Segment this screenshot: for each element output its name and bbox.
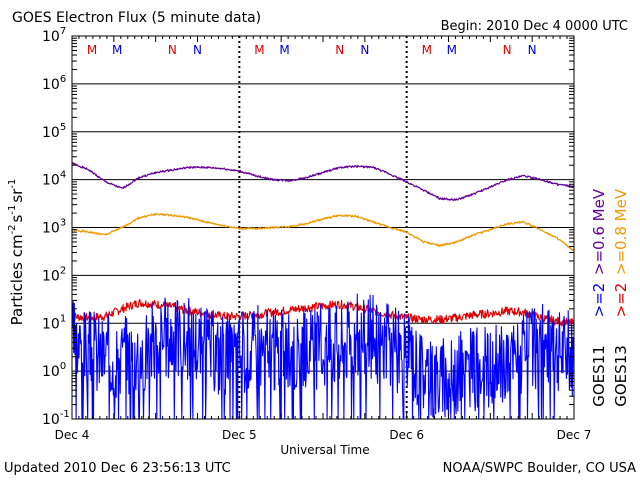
x-tick-labels: Dec 4 Dec 5 Dec 6 Dec 7: [55, 428, 592, 442]
y-tick-exponent: 3: [60, 218, 66, 229]
y-tick-base: 10: [42, 125, 60, 141]
y-tick-label: 106: [42, 74, 66, 93]
y-tick-label: 103: [42, 218, 66, 237]
y-axis-title-part: s: [8, 214, 26, 222]
mn-marker: M: [447, 43, 457, 57]
y-axis-title-part: -1: [7, 179, 18, 189]
x-tick-label: Dec 6: [389, 428, 424, 442]
y-axis-title-part: -1: [7, 205, 18, 215]
mn-marker: N: [528, 43, 537, 57]
mn-marker: N: [503, 43, 512, 57]
x-axis-title: Universal Time: [280, 443, 369, 457]
y-tick-exponent: 7: [60, 26, 66, 37]
mn-marker: N: [360, 43, 369, 57]
y-tick-label: 105: [42, 122, 66, 141]
y-tick-base: 10: [42, 173, 60, 189]
frame-layer: [71, 35, 575, 420]
y-tick-base: 10: [42, 221, 60, 237]
legend-goes11-ge06: >=0.6 MeV: [590, 188, 608, 275]
updated-timestamp: Updated 2010 Dec 6 23:56:13 UTC: [4, 461, 231, 476]
y-tick-exponent: 1: [60, 313, 66, 324]
legend: >=0.6 MeV >=0.8 MeV >=2 >=2 GOES11 GOES1…: [590, 188, 630, 407]
y-tick-exponent: 5: [60, 122, 66, 133]
x-tick-label: Dec 4: [55, 428, 90, 442]
series-layer: [71, 162, 575, 420]
y-axis-title-part: -2: [7, 224, 18, 234]
x-tick-label: Dec 7: [557, 428, 592, 442]
mn-marker: M: [254, 43, 264, 57]
mn-marker: N: [168, 43, 177, 57]
y-tick-base: 10: [42, 412, 60, 428]
legend-goes13-ge2: >=2: [612, 283, 630, 318]
y-tick-base: 10: [42, 316, 60, 332]
y-axis-title-part: Particles cm: [8, 234, 26, 325]
credit-label: NOAA/SWPC Boulder, CO USA: [443, 461, 636, 476]
y-tick-base: 10: [42, 29, 60, 45]
mn-marker: N: [193, 43, 202, 57]
y-tick-label: 107: [42, 26, 66, 45]
mn-marker: M: [279, 43, 289, 57]
legend-goes11-ge2: >=2: [590, 283, 608, 318]
legend-goes13-ge08: >=0.8 MeV: [612, 188, 630, 275]
y-tick-exponent: 0: [60, 361, 66, 372]
y-tick-base: 10: [42, 268, 60, 284]
y-tick-base: 10: [42, 77, 60, 93]
y-tick-base: 10: [42, 364, 60, 380]
mn-marker: M: [112, 43, 122, 57]
mn-marker: M: [422, 43, 432, 57]
mn-marker: N: [335, 43, 344, 57]
mn-marker: M: [87, 43, 97, 57]
series-line-3: [71, 293, 575, 420]
legend-goes11-name: GOES11: [590, 345, 608, 407]
series-line-1: [71, 212, 575, 252]
y-axis-title-part: sr: [8, 188, 26, 203]
x-tick-label: Dec 5: [222, 428, 257, 442]
y-tick-label: 102: [42, 265, 66, 284]
y-axis-title: Particles cm-2s-1sr-1: [7, 179, 26, 326]
y-tick-label: 10-1: [42, 409, 70, 428]
legend-goes13-name: GOES13: [612, 345, 630, 407]
y-tick-exponent: -1: [60, 409, 70, 420]
y-tick-label: 100: [42, 361, 66, 380]
y-tick-label: 101: [42, 313, 66, 332]
y-tick-exponent: 4: [60, 170, 66, 181]
chart-title: GOES Electron Flux (5 minute data): [12, 10, 261, 26]
y-tick-exponent: 6: [60, 74, 66, 85]
series-line-2: [71, 299, 575, 328]
series-line-0: [71, 162, 575, 201]
begin-date-label: Begin: 2010 Dec 4 0000 UTC: [441, 19, 628, 34]
y-tick-exponent: 2: [60, 265, 66, 276]
plot-frame: [71, 35, 575, 420]
y-tick-label: 104: [42, 170, 66, 189]
